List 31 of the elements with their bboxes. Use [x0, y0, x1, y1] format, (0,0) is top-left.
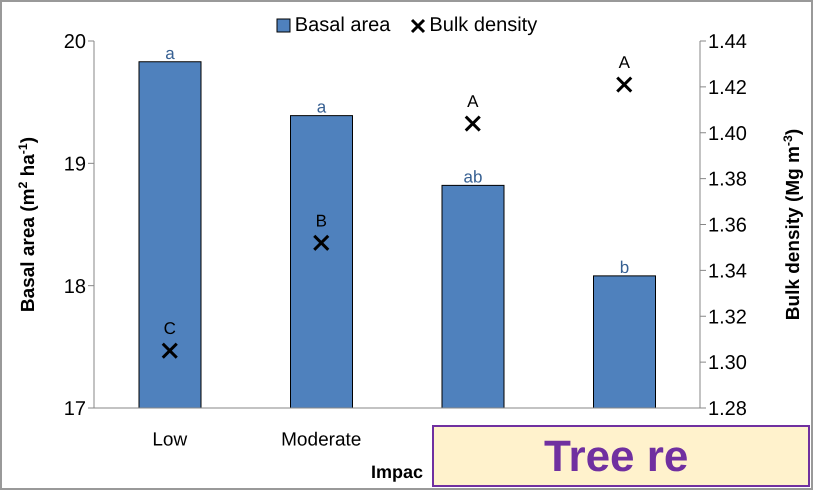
y2-tick-label: 1.38: [708, 168, 747, 191]
y2-tick-label: 1.36: [708, 214, 747, 237]
legend-label: Bulk density: [428, 14, 538, 37]
y-tick-label: 17: [64, 398, 86, 420]
point: [312, 234, 330, 252]
data-label: A: [618, 53, 631, 72]
y-tick-label: 18: [64, 276, 86, 298]
y-tick-label: 19: [64, 153, 86, 176]
y2-tick-label: 1.30: [708, 352, 747, 374]
x-tick-label: Low: [152, 429, 188, 450]
point: [464, 115, 482, 132]
y2-tick-label: 1.40: [708, 122, 747, 145]
y-tick-label: 20: [64, 31, 86, 54]
data-label: B: [316, 211, 327, 230]
y2-tick-label: 1.34: [708, 260, 747, 282]
y2-tick-label: 1.28: [708, 398, 747, 420]
x-axis-title: Impac: [370, 462, 424, 482]
data-label: a: [316, 98, 327, 117]
y2-tick-label: 1.44: [708, 31, 747, 54]
y2-tick-label: 1.42: [708, 76, 747, 99]
point: [161, 342, 178, 360]
text: Tree re: [432, 425, 810, 487]
data-label: b: [620, 258, 630, 277]
data-label: C: [164, 319, 176, 338]
point: [616, 76, 633, 94]
x-tick-label: Moderate: [281, 429, 362, 450]
data-label: A: [467, 92, 480, 112]
data-label: a: [165, 44, 176, 63]
data-label: ab: [464, 167, 482, 186]
legend-label: Basal area: [294, 14, 390, 37]
y2-tick-label: 1.32: [708, 306, 747, 328]
